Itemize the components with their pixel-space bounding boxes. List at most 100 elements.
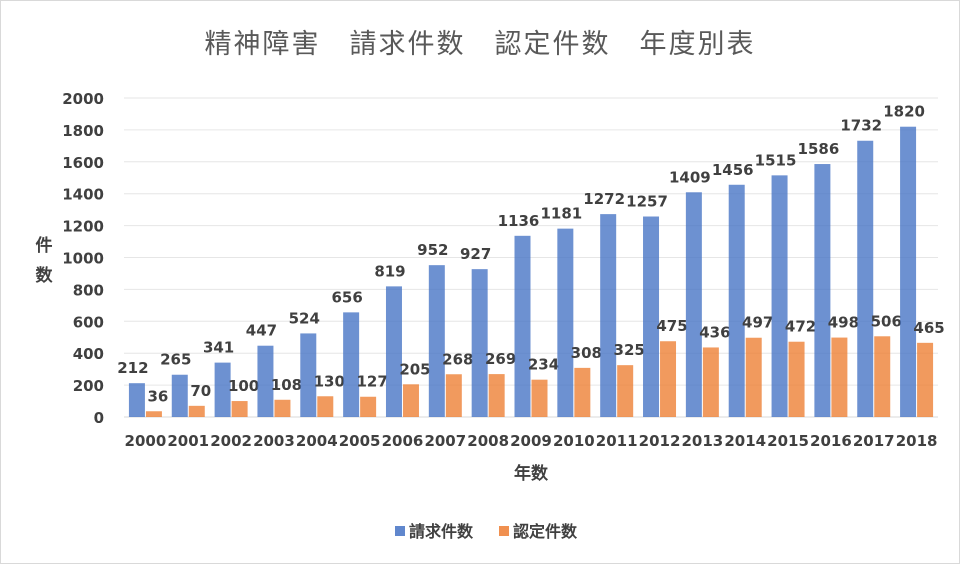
certified-data-label: 506 xyxy=(871,312,902,330)
x-tick-label: 2002 xyxy=(210,432,252,450)
certified-data-label: 100 xyxy=(228,377,259,395)
certified-bar xyxy=(445,374,462,417)
y-tick-label: 1000 xyxy=(62,250,104,268)
claim-bar xyxy=(900,126,917,418)
y-tick-label: 1600 xyxy=(62,154,104,172)
certified-bar xyxy=(788,341,805,417)
x-tick-label: 2006 xyxy=(382,432,424,450)
certified-bar xyxy=(574,367,591,417)
certified-bar xyxy=(745,337,762,417)
certified-data-label: 498 xyxy=(828,314,859,332)
certified-data-label: 130 xyxy=(314,372,345,390)
claim-data-label: 447 xyxy=(246,322,277,340)
certified-bar xyxy=(317,396,334,417)
claim-data-label: 656 xyxy=(331,288,362,306)
legend-swatch-certified xyxy=(499,526,509,536)
x-tick-label: 2015 xyxy=(767,432,809,450)
claim-bar xyxy=(728,184,745,417)
x-tick-label: 2009 xyxy=(510,432,552,450)
x-tick-label: 2010 xyxy=(553,432,595,450)
claim-data-label: 265 xyxy=(160,351,191,369)
claim-bar xyxy=(300,333,317,417)
y-tick-label: 2000 xyxy=(62,90,104,108)
certified-data-label: 36 xyxy=(147,387,168,405)
x-tick-label: 2008 xyxy=(467,432,509,450)
claim-bar xyxy=(771,175,788,417)
x-tick-label: 2005 xyxy=(339,432,381,450)
claim-bar xyxy=(257,345,274,417)
y-tick-label: 400 xyxy=(73,345,104,363)
certified-data-label: 472 xyxy=(785,318,816,336)
claim-bar xyxy=(128,383,145,417)
claim-bar xyxy=(643,216,660,417)
claim-data-label: 341 xyxy=(203,339,234,357)
claim-bar xyxy=(343,312,360,417)
claim-bar xyxy=(471,269,488,417)
certified-data-label: 108 xyxy=(271,376,302,394)
certified-data-label: 127 xyxy=(356,373,387,391)
x-tick-label: 2018 xyxy=(896,432,938,450)
certified-bar xyxy=(702,347,719,417)
y-tick-label: 1200 xyxy=(62,218,104,236)
certified-bar xyxy=(617,365,634,417)
claim-data-label: 1732 xyxy=(840,117,882,135)
y-tick-label: 1400 xyxy=(62,186,104,204)
claim-bar xyxy=(557,228,574,417)
certified-bar xyxy=(231,401,248,417)
claim-bar xyxy=(214,362,231,417)
x-tick-label: 2016 xyxy=(810,432,852,450)
claim-data-label: 1257 xyxy=(626,193,668,211)
legend-swatch-claims xyxy=(395,526,405,536)
claim-data-label: 952 xyxy=(417,241,448,259)
claim-data-label: 819 xyxy=(374,262,405,280)
claim-bar xyxy=(171,374,188,417)
x-tick-label: 2007 xyxy=(424,432,466,450)
claim-data-label: 1515 xyxy=(755,151,797,169)
claim-data-label: 1820 xyxy=(883,103,925,121)
certified-bar xyxy=(188,405,205,417)
claim-bar xyxy=(600,214,617,417)
certified-data-label: 475 xyxy=(656,317,687,335)
claim-bar xyxy=(514,235,531,417)
certified-bar xyxy=(402,384,419,417)
certified-data-label: 269 xyxy=(485,350,516,368)
certified-data-label: 308 xyxy=(571,344,602,362)
y-axis-label: 件 xyxy=(36,235,53,256)
y-tick-label: 0 xyxy=(94,409,104,427)
certified-data-label: 268 xyxy=(442,350,473,368)
claim-data-label: 212 xyxy=(117,359,148,377)
x-tick-label: 2000 xyxy=(125,432,167,450)
legend-label-claims: 請求件数 xyxy=(409,522,474,541)
certified-bar xyxy=(660,341,677,417)
legend-label-certified: 認定件数 xyxy=(513,522,578,541)
claim-data-label: 1456 xyxy=(712,161,754,179)
certified-data-label: 465 xyxy=(913,319,944,337)
y-axis-label: 数 xyxy=(36,265,54,286)
certified-data-label: 70 xyxy=(190,382,211,400)
certified-data-label: 234 xyxy=(528,356,559,374)
certified-data-label: 436 xyxy=(699,323,730,341)
chart-title: 精神障害 請求件数 認定件数 年度別表 xyxy=(204,29,756,60)
y-tick-label: 200 xyxy=(73,377,104,395)
claim-data-label: 524 xyxy=(289,309,320,327)
claim-bar xyxy=(685,192,702,417)
claim-data-label: 1136 xyxy=(498,212,540,230)
x-tick-label: 2004 xyxy=(296,432,338,450)
x-tick-label: 2003 xyxy=(253,432,295,450)
x-tick-label: 2012 xyxy=(639,432,681,450)
claim-bar xyxy=(428,265,445,417)
claim-data-label: 927 xyxy=(460,245,491,263)
y-tick-label: 600 xyxy=(73,313,104,331)
claim-bar xyxy=(857,140,874,417)
claim-data-label: 1181 xyxy=(540,205,582,223)
certified-bar xyxy=(274,399,291,417)
x-tick-label: 2013 xyxy=(681,432,723,450)
claim-data-label: 1409 xyxy=(669,168,711,186)
certified-data-label: 497 xyxy=(742,314,773,332)
claim-data-label: 1272 xyxy=(583,190,625,208)
certified-bar xyxy=(360,396,377,417)
certified-bar xyxy=(831,337,848,417)
x-tick-label: 2011 xyxy=(596,432,638,450)
certified-data-label: 205 xyxy=(399,360,430,378)
